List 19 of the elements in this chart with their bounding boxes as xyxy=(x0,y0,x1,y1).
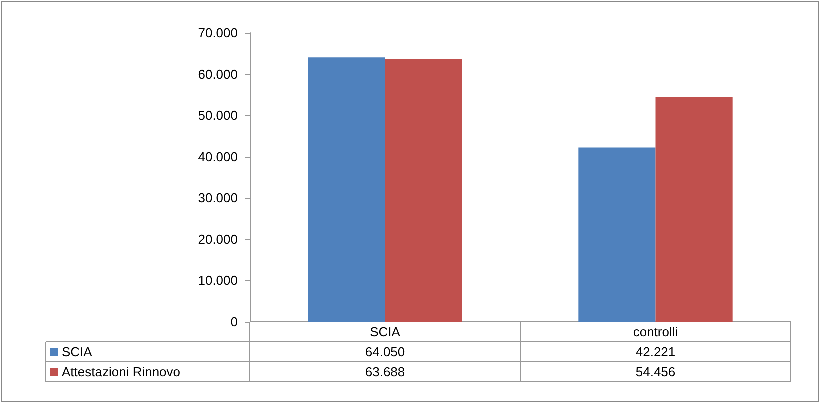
data-label: 63.688 xyxy=(365,364,406,380)
y-tick-label: 0 xyxy=(230,314,238,330)
bar xyxy=(656,97,733,322)
legend-label: SCIA xyxy=(62,344,93,360)
data-label: 42.221 xyxy=(636,344,676,360)
y-tick-label: 20.000 xyxy=(198,232,238,247)
bar xyxy=(385,59,462,322)
legend-label: Attestazioni Rinnovo xyxy=(62,364,181,380)
y-tick-label: 30.000 xyxy=(198,190,238,206)
x-tick-label: controlli xyxy=(633,324,678,340)
bar xyxy=(578,148,656,322)
y-tick-label: 40.000 xyxy=(198,149,238,164)
data-label: 54.456 xyxy=(636,364,676,380)
bar xyxy=(308,58,386,322)
y-tick-label: 60.000 xyxy=(198,66,238,82)
y-tick-label: 10.000 xyxy=(198,273,238,288)
y-tick-label: 50.000 xyxy=(198,108,238,124)
y-tick-label: 70.000 xyxy=(198,26,238,40)
data-label: 64.050 xyxy=(365,344,406,360)
